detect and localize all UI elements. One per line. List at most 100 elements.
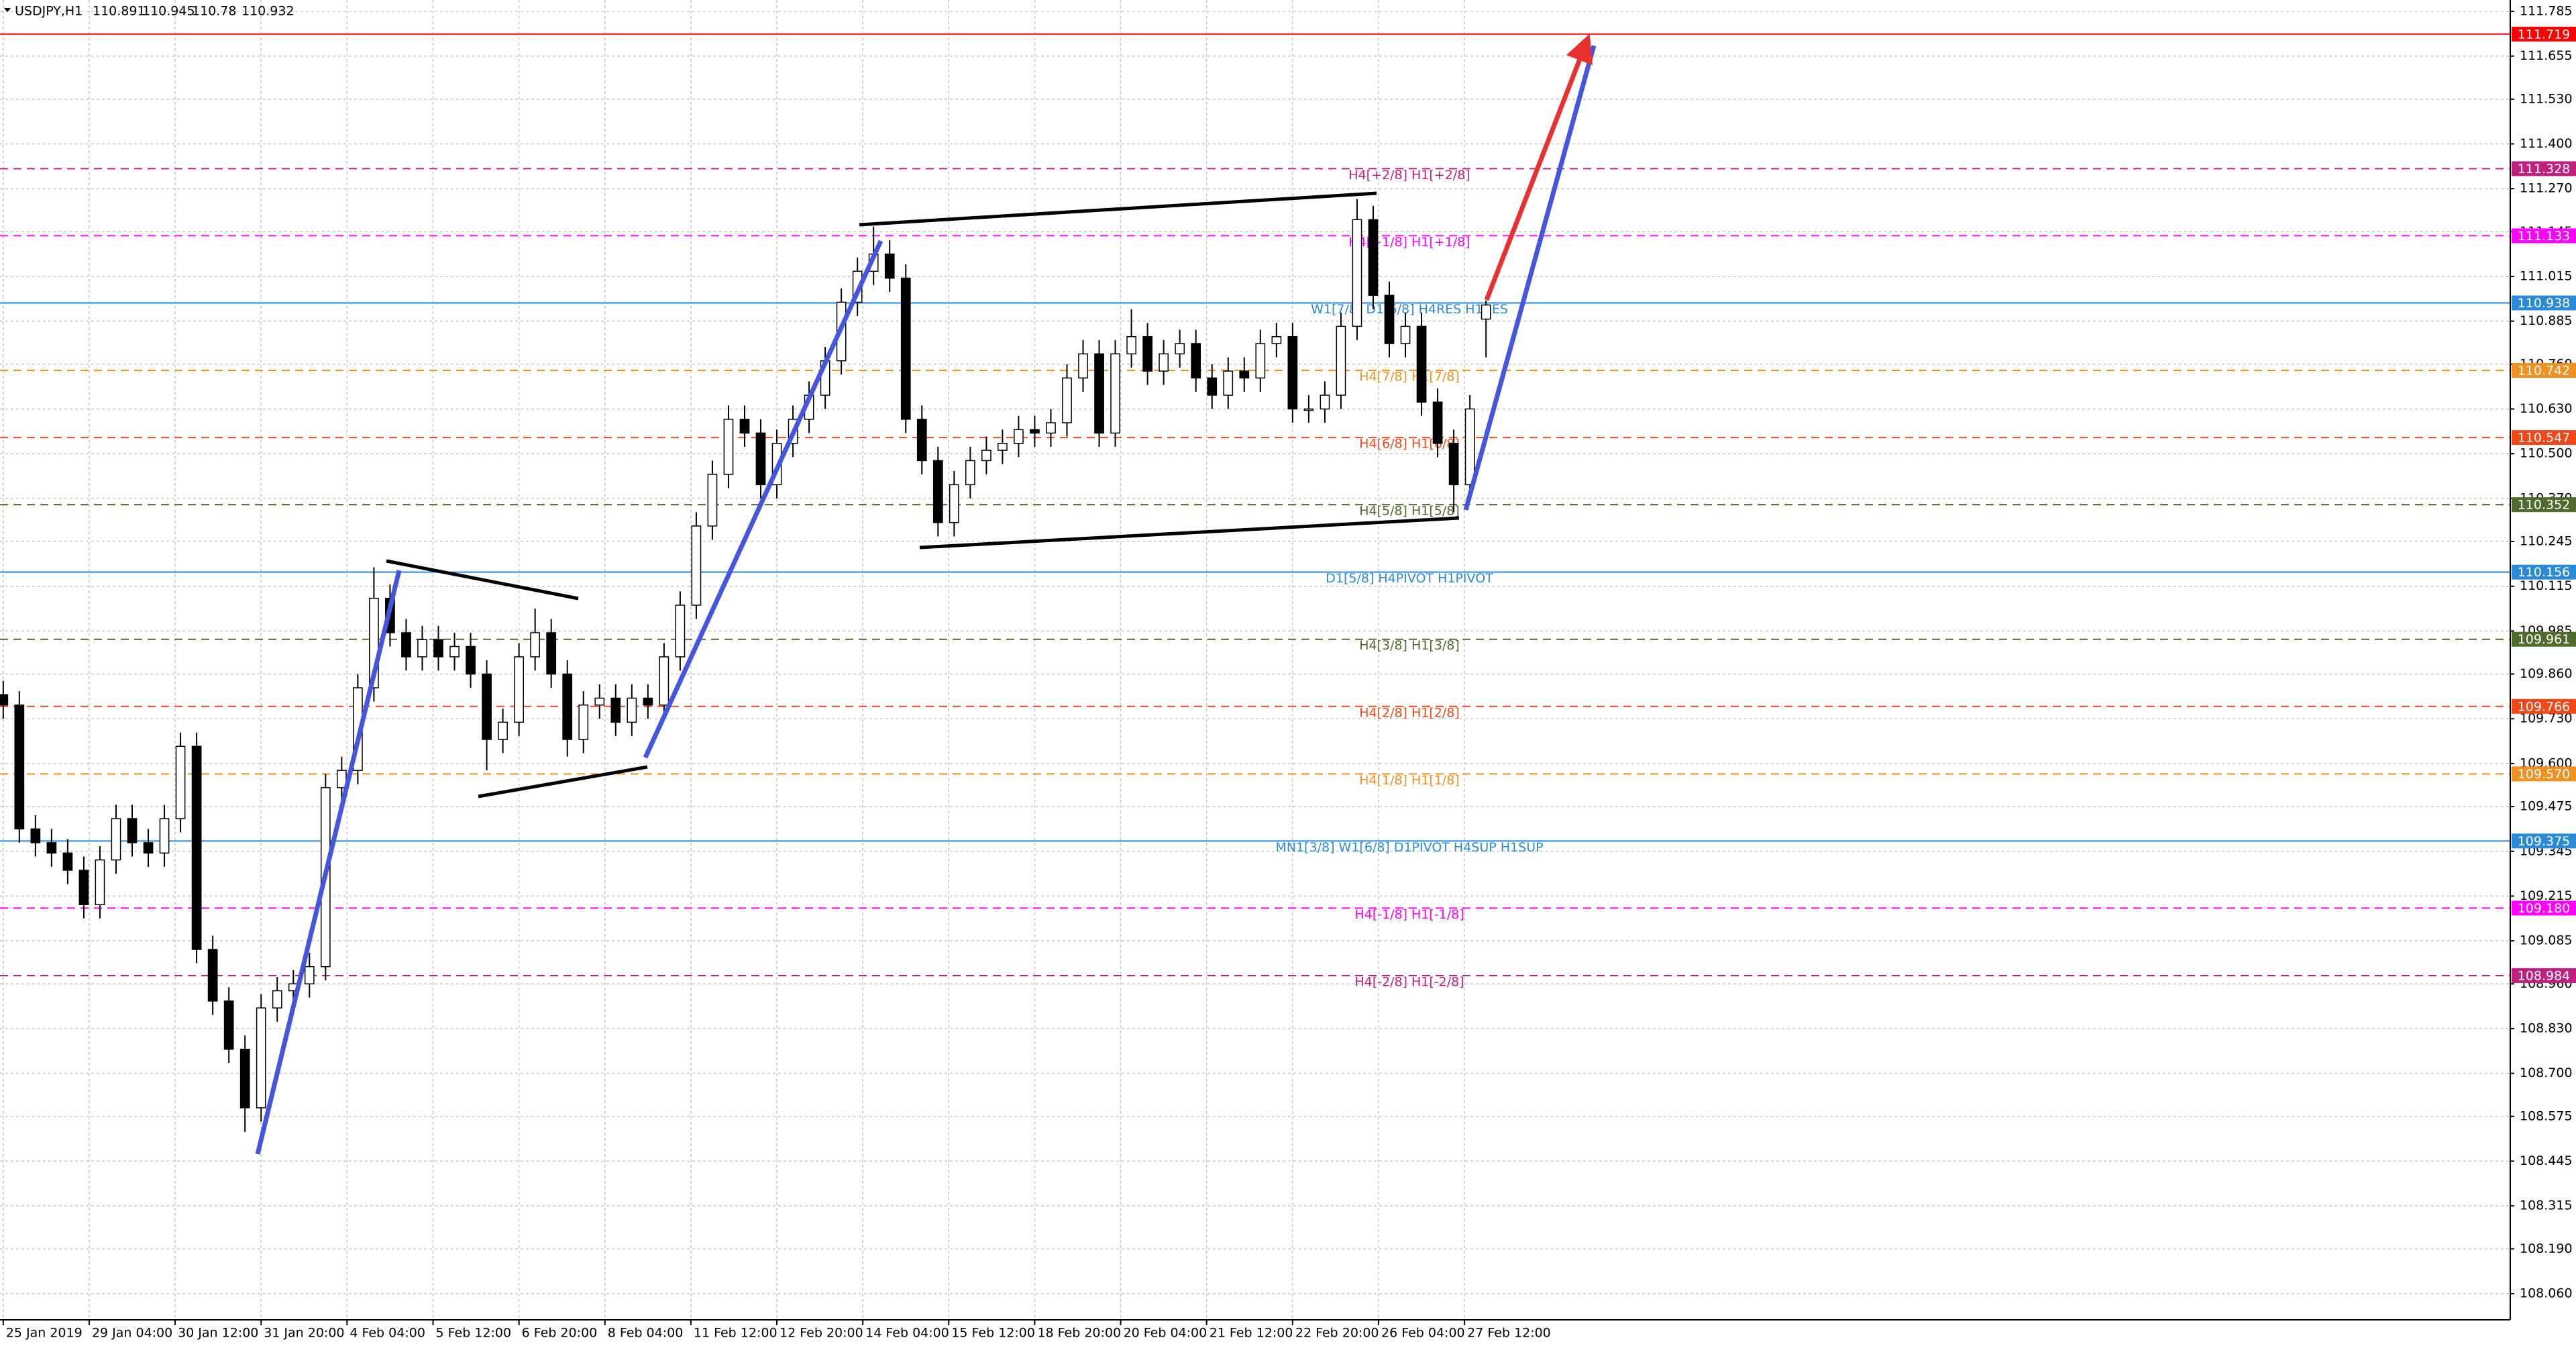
y-tick-label: 108.830 bbox=[2520, 1021, 2573, 1035]
y-tick-label: 111.400 bbox=[2520, 136, 2573, 151]
candle-body bbox=[143, 842, 154, 854]
candle-body bbox=[1062, 377, 1072, 423]
candle-body bbox=[1030, 429, 1040, 434]
x-tick-label: 18 Feb 20:00 bbox=[1037, 1326, 1121, 1341]
candle-body bbox=[1239, 370, 1250, 379]
candle-body bbox=[466, 645, 476, 675]
price-box bbox=[2512, 766, 2576, 782]
y-tick-label: 109.475 bbox=[2520, 799, 2573, 814]
candle-body bbox=[594, 697, 605, 706]
candle-body bbox=[95, 859, 105, 906]
level-label: H4[5/8] H1[5/8] bbox=[1359, 504, 1460, 519]
price-box-label: 109.180 bbox=[2518, 901, 2571, 916]
levels: H4[+2/8] H1[+2/8]H4[+1/8] H1[+1/8]W1[7/8… bbox=[0, 33, 2510, 989]
candle-body bbox=[239, 1048, 250, 1108]
candle-body bbox=[1271, 336, 1282, 344]
trend-line bbox=[1463, 45, 1597, 511]
trend-drawings bbox=[255, 34, 1597, 1155]
x-tick-label: 21 Feb 12:00 bbox=[1210, 1326, 1293, 1341]
price-box bbox=[2512, 833, 2576, 849]
level-label: D1[5/8] H4PIVOT H1PIVOT bbox=[1326, 571, 1493, 586]
candle-body bbox=[256, 1007, 266, 1108]
y-tick-label: 110.500 bbox=[2520, 446, 2573, 461]
candle-body bbox=[1207, 377, 1218, 396]
candle-body bbox=[1159, 353, 1169, 372]
level-label: H4[-2/8] H1[-2/8] bbox=[1354, 974, 1464, 989]
level-label: H4[3/8] H1[3/8] bbox=[1359, 638, 1460, 653]
x-tick-label: 31 Jan 20:00 bbox=[264, 1326, 344, 1341]
level-label: H4[2/8] H1[2/8] bbox=[1359, 705, 1460, 720]
channel-line bbox=[919, 516, 1460, 550]
header-open: 110.891 bbox=[93, 4, 146, 19]
y-tick-label: 111.530 bbox=[2520, 91, 2573, 106]
candle-body bbox=[691, 525, 702, 606]
price-box-label: 111.328 bbox=[2518, 162, 2571, 176]
price-box-label: 109.766 bbox=[2518, 699, 2571, 714]
candle-body bbox=[1320, 395, 1330, 410]
x-tick-label: 22 Feb 20:00 bbox=[1295, 1326, 1379, 1341]
y-tick-label: 111.270 bbox=[2520, 181, 2573, 196]
candle-body bbox=[272, 990, 282, 1008]
candle-body bbox=[739, 419, 750, 434]
price-box-label: 109.961 bbox=[2518, 632, 2571, 647]
price-box bbox=[2512, 631, 2576, 647]
candle-body bbox=[1191, 343, 1201, 379]
y-tick-label: 110.115 bbox=[2520, 578, 2573, 593]
price-box-label: 110.352 bbox=[2518, 498, 2571, 513]
candle-body bbox=[1368, 219, 1379, 296]
forecast-arrow bbox=[1484, 34, 1593, 301]
price-box bbox=[2512, 968, 2576, 983]
candle-body bbox=[191, 745, 202, 950]
price-box bbox=[2512, 26, 2576, 42]
candle-body bbox=[675, 605, 686, 658]
price-box-label: 109.570 bbox=[2518, 767, 2571, 782]
price-box-label: 110.547 bbox=[2518, 431, 2571, 446]
candle-body bbox=[159, 818, 170, 854]
candle-body bbox=[30, 828, 41, 843]
y-tick-label: 111.655 bbox=[2520, 48, 2573, 63]
y-tick-label: 110.245 bbox=[2520, 534, 2573, 549]
candle-body bbox=[1046, 422, 1056, 434]
x-tick-label: 8 Feb 04:00 bbox=[608, 1326, 684, 1341]
level-label: H4[+2/8] H1[+2/8] bbox=[1348, 168, 1470, 183]
channel-line bbox=[386, 559, 579, 601]
y-tick-label: 111.785 bbox=[2520, 3, 2573, 18]
y-tick-label: 108.445 bbox=[2520, 1153, 2573, 1168]
candle-body bbox=[916, 419, 927, 462]
candle-body bbox=[1142, 336, 1152, 372]
y-tick-label: 109.215 bbox=[2520, 888, 2573, 903]
candle-body bbox=[659, 656, 669, 706]
candle-body bbox=[546, 632, 557, 675]
price-box-label: 109.375 bbox=[2518, 834, 2571, 849]
candle-body bbox=[965, 460, 975, 486]
candle-body bbox=[884, 253, 895, 279]
header-close: 110.932 bbox=[241, 4, 294, 19]
candle-body bbox=[643, 697, 653, 706]
candle-body bbox=[949, 484, 959, 523]
y-tick-label: 108.060 bbox=[2520, 1286, 2573, 1301]
candle-body bbox=[578, 704, 589, 740]
trend-line bbox=[255, 570, 402, 1155]
x-tick-label: 4 Feb 04:00 bbox=[350, 1326, 425, 1341]
candle-body bbox=[707, 474, 718, 527]
x-tick-label: 5 Feb 12:00 bbox=[435, 1326, 511, 1341]
price-box-label: 110.742 bbox=[2518, 364, 2571, 378]
candle-body bbox=[562, 673, 573, 740]
candle-body bbox=[1448, 443, 1459, 486]
level-label: H4[1/8] H1[1/8] bbox=[1359, 773, 1460, 788]
price-box bbox=[2512, 228, 2576, 244]
candle-body bbox=[1464, 408, 1475, 486]
candle-body bbox=[46, 842, 57, 854]
x-tick-label: 11 Feb 12:00 bbox=[694, 1326, 777, 1341]
candle-body bbox=[78, 870, 89, 906]
candles bbox=[0, 199, 1491, 1132]
level-label: H4[7/8] H1[7/8] bbox=[1359, 370, 1460, 384]
candle-body bbox=[1336, 325, 1346, 396]
candle-body bbox=[1303, 408, 1314, 411]
chart-title: USDJPY,H1 bbox=[15, 4, 83, 19]
candle-body bbox=[417, 639, 427, 658]
price-box-label: 111.133 bbox=[2518, 229, 2571, 244]
